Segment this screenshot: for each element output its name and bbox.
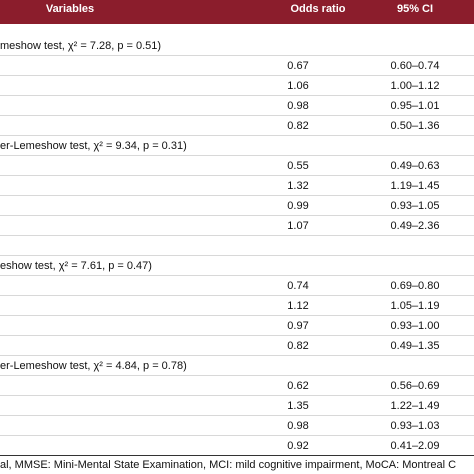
confidence-interval: 0.50–1.36	[390, 120, 440, 132]
row-rule	[0, 115, 474, 116]
confidence-interval: 1.00–1.12	[390, 80, 440, 92]
confidence-interval: 0.49–1.35	[390, 340, 440, 352]
group-heading: eshow test, χ² = 7.61, p = 0.47)	[0, 260, 152, 272]
row-rule	[0, 375, 474, 376]
odds-ratio: 0.74	[287, 280, 309, 292]
odds-ratio: 1.32	[287, 180, 309, 192]
header-variables: Variables	[45, 3, 95, 15]
row-rule	[0, 215, 474, 216]
odds-ratio: 0.55	[287, 160, 309, 172]
confidence-interval: 0.93–1.05	[390, 200, 440, 212]
confidence-interval: 0.60–0.74	[390, 60, 440, 72]
odds-ratio: 1.35	[287, 400, 309, 412]
header-bar	[0, 0, 474, 24]
row-rule	[0, 335, 474, 336]
confidence-interval: 0.69–0.80	[390, 280, 440, 292]
odds-ratio: 0.97	[287, 320, 309, 332]
confidence-interval: 1.05–1.19	[390, 300, 440, 312]
confidence-interval: 0.93–1.00	[390, 320, 440, 332]
odds-ratio: 0.98	[287, 420, 309, 432]
odds-ratio: 0.82	[287, 340, 309, 352]
confidence-interval: 0.93–1.03	[390, 420, 440, 432]
row-rule	[0, 95, 474, 96]
row-rule	[0, 435, 474, 436]
odds-ratio: 0.67	[287, 60, 309, 72]
odds-ratio: 0.99	[287, 200, 309, 212]
header-ci: 95% CI	[396, 3, 434, 15]
odds-ratio: 1.07	[287, 220, 309, 232]
group-heading: er-Lemeshow test, χ² = 9.34, p = 0.31)	[0, 140, 187, 152]
confidence-interval: 0.56–0.69	[390, 380, 440, 392]
row-rule	[0, 75, 474, 76]
confidence-interval: 0.41–2.09	[390, 440, 440, 452]
header-odds-ratio: Odds ratio	[290, 3, 346, 15]
confidence-interval: 0.95–1.01	[390, 100, 440, 112]
confidence-interval: 1.22–1.49	[390, 400, 440, 412]
odds-ratio: 0.98	[287, 100, 309, 112]
group-heading: er-Lemeshow test, χ² = 4.84, p = 0.78)	[0, 360, 187, 372]
odds-ratio: 1.12	[287, 300, 309, 312]
group-heading: meshow test, χ² = 7.28, p = 0.51)	[0, 40, 162, 52]
row-rule	[0, 175, 474, 176]
row-rule	[0, 315, 474, 316]
row-rule	[0, 275, 474, 276]
odds-ratio: 0.92	[287, 440, 309, 452]
row-rule	[0, 155, 474, 156]
row-rule	[0, 235, 474, 236]
confidence-interval: 1.19–1.45	[390, 180, 440, 192]
odds-ratio: 1.06	[287, 80, 309, 92]
odds-ratio: 0.62	[287, 380, 309, 392]
row-rule	[0, 255, 474, 256]
row-rule	[0, 195, 474, 196]
row-rule	[0, 355, 474, 356]
row-rule	[0, 415, 474, 416]
row-rule	[0, 55, 474, 56]
row-rule	[0, 455, 474, 456]
row-rule	[0, 295, 474, 296]
footnote: al, MMSE: Mini-Mental State Examination,…	[0, 459, 457, 471]
row-rule	[0, 395, 474, 396]
row-rule	[0, 135, 474, 136]
confidence-interval: 0.49–2.36	[390, 220, 440, 232]
confidence-interval: 0.49–0.63	[390, 160, 440, 172]
odds-ratio: 0.82	[287, 120, 309, 132]
